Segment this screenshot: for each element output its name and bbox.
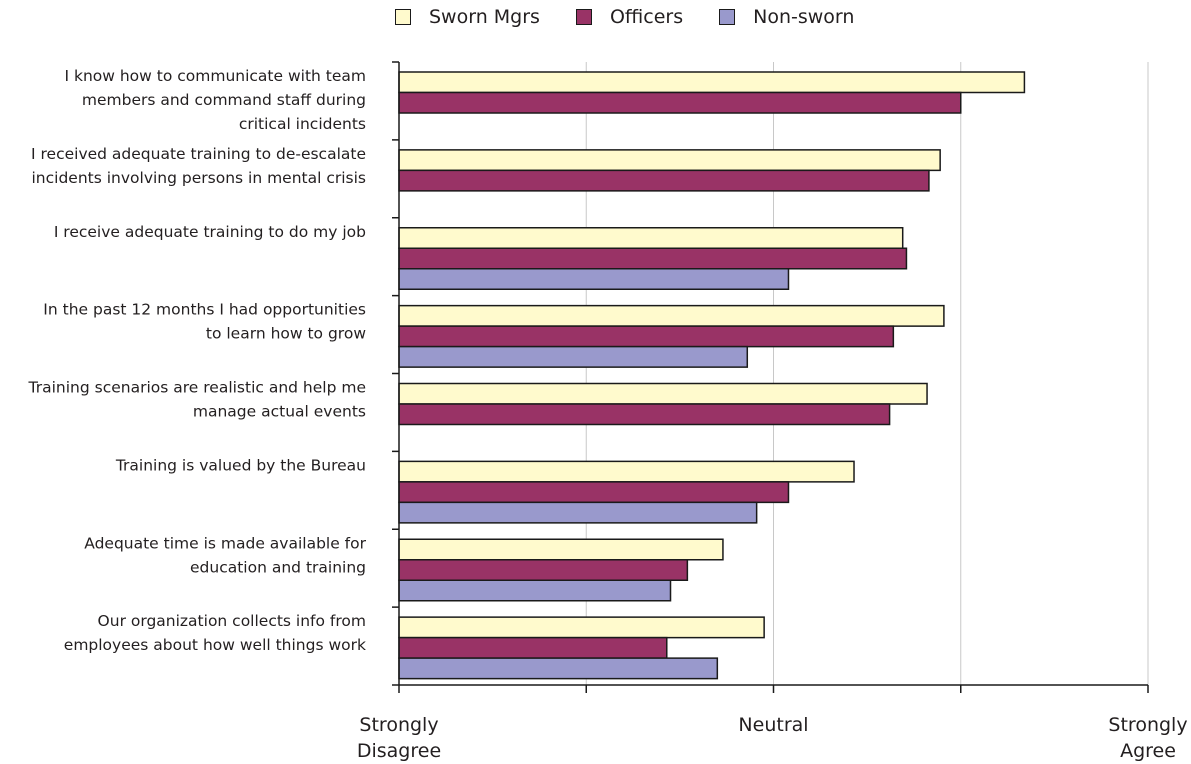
legend-item-non-sworn: Non-sworn: [719, 6, 854, 28]
bar-sworn-mgrs: [398, 460, 855, 483]
bar-non-sworn: [398, 579, 672, 602]
category-label: Adequate time is made available for educa…: [84, 534, 366, 576]
category-label-line: I received adequate training to de-escal…: [31, 145, 366, 163]
category-label-line: members and command staff during: [82, 91, 366, 109]
legend-item-sworn-mgrs: Sworn Mgrs: [395, 6, 540, 28]
bar-sworn-mgrs: [398, 382, 928, 405]
category-label: Training scenarios are realistic and hel…: [28, 379, 366, 421]
bar-officers: [398, 636, 668, 659]
bar-non-sworn: [398, 657, 719, 680]
category-label: I received adequate training to de-escal…: [31, 145, 366, 187]
category-label-line: employees about how well things work: [64, 636, 366, 654]
bar-officers: [398, 91, 962, 114]
category-label-line: Our organization collects info from: [98, 612, 366, 630]
category-label: I know how to communicate with team membe…: [64, 67, 366, 133]
bar-sworn-mgrs: [398, 538, 724, 561]
category-label-line: I receive adequate training to do my job: [54, 223, 366, 241]
category-label-line: I know how to communicate with team: [64, 67, 366, 85]
legend-swatch-officers: [575, 9, 592, 25]
x-tick-label: Neutral: [738, 714, 808, 736]
bar-non-sworn: [398, 345, 749, 368]
category-label-line: incidents involving persons in mental cr…: [31, 169, 366, 187]
bar-non-sworn: [398, 268, 790, 290]
category-label-line: manage actual events: [193, 403, 366, 421]
x-tick-label-line: Strongly: [359, 714, 438, 736]
bar-officers: [398, 325, 895, 348]
category-label: In the past 12 months I had opportunitie…: [43, 301, 366, 343]
legend-item-officers: Officers: [575, 6, 684, 28]
bar-officers: [398, 481, 790, 504]
bar-sworn-mgrs: [398, 304, 945, 327]
category-label-line: Adequate time is made available for: [84, 534, 366, 552]
bar-officers: [398, 403, 891, 426]
x-tick-label-line: Strongly: [1108, 714, 1187, 736]
legend: Sworn Mgrs Officers Non-sworn: [395, 6, 890, 28]
legend-label-sworn-mgrs: Sworn Mgrs: [429, 6, 540, 28]
category-label-line: Training scenarios are realistic and hel…: [28, 379, 366, 397]
x-tick-label-line: Disagree: [357, 740, 441, 762]
bar-officers: [398, 559, 689, 581]
category-label-line: education and training: [190, 558, 366, 576]
legend-label-non-sworn: Non-sworn: [753, 6, 855, 28]
category-label-line: to learn how to grow: [206, 325, 366, 343]
legend-swatch-sworn-mgrs: [395, 9, 411, 25]
bar-sworn-mgrs: [398, 616, 765, 639]
bar-sworn-mgrs: [398, 149, 941, 172]
x-tick-label-line: Agree: [1120, 740, 1176, 762]
legend-swatch-non-sworn: [719, 9, 736, 25]
bar-officers: [398, 169, 930, 192]
bar-officers: [398, 247, 908, 270]
category-label: I receive adequate training to do my job: [54, 223, 366, 241]
category-label-line: In the past 12 months I had opportunitie…: [43, 301, 366, 319]
bar-sworn-mgrs: [398, 71, 1026, 94]
legend-label-officers: Officers: [609, 6, 684, 28]
category-label: Training is valued by the Bureau: [115, 456, 366, 474]
bar-sworn-mgrs: [398, 227, 904, 249]
x-tick-label-line: Neutral: [738, 714, 808, 736]
x-tick-label: Strongly Disagree: [357, 714, 441, 762]
category-label: Our organization collects info from emplo…: [64, 612, 366, 654]
x-tick-label: Strongly Agree: [1108, 714, 1187, 762]
category-label-line: critical incidents: [239, 115, 366, 133]
bar-non-sworn: [398, 501, 758, 524]
category-label-line: Training is valued by the Bureau: [115, 456, 366, 474]
